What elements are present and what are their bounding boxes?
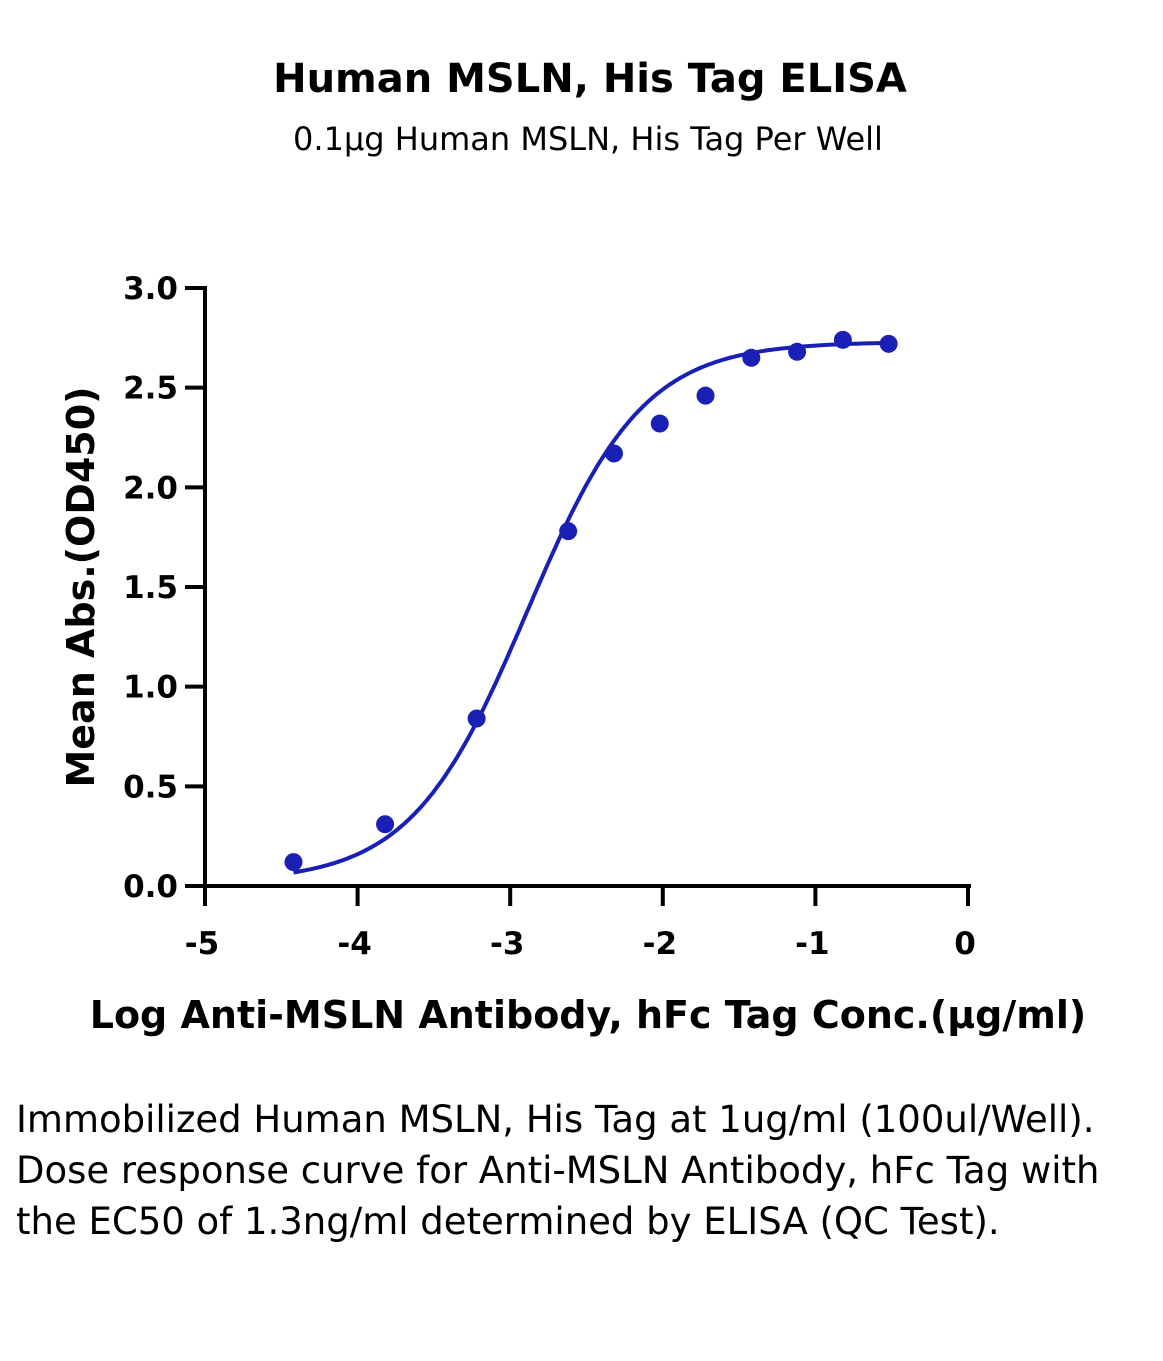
chart-subtitle: 0.1μg Human MSLN, His Tag Per Well (293, 120, 883, 158)
figure-caption: Immobilized Human MSLN, His Tag at 1ug/m… (16, 1098, 1100, 1243)
y-tick-label: 1.5 (123, 570, 178, 606)
x-tick-label: -2 (643, 926, 677, 962)
x-axis-title: Log Anti-MSLN Antibody, hFc Tag Conc.(μg… (90, 993, 1087, 1037)
data-point (650, 414, 669, 433)
data-point (742, 348, 761, 367)
x-tick-label: -4 (337, 926, 371, 962)
data-point (696, 386, 715, 405)
x-tick-label: -3 (490, 926, 524, 962)
y-tick-label: 1.0 (123, 670, 178, 706)
data-point (833, 330, 852, 349)
data-point (788, 342, 807, 361)
data-points (284, 330, 898, 872)
x-tick-label: -1 (795, 926, 829, 962)
y-axis-title: Mean Abs.(OD450) (59, 386, 103, 787)
data-point (879, 334, 898, 353)
y-tick-label: 2.0 (123, 470, 178, 506)
x-ticks: -5 -4 -3 -2 -1 0 (185, 886, 976, 962)
y-ticks: 0.0 0.5 1.0 1.5 2.0 2.5 3.0 (123, 271, 205, 905)
axes: 0.0 0.5 1.0 1.5 2.0 2.5 3.0 -5 -4 -3 -2 -1 0 (123, 271, 976, 962)
fit-curve (293, 340, 889, 875)
data-point (284, 853, 303, 872)
chart-title: Human MSLN, His Tag ELISA (273, 56, 907, 102)
y-tick-label: 3.0 (123, 271, 178, 307)
y-tick-label: 0.5 (123, 769, 178, 805)
y-tick-label: 0.0 (123, 869, 178, 905)
elisa-chart: Human MSLN, His Tag ELISA 0.1μg Human MS… (59, 56, 1087, 1037)
data-point (376, 815, 395, 834)
data-point (604, 444, 623, 463)
y-tick-label: 2.5 (123, 371, 178, 407)
data-point (559, 522, 578, 541)
data-point (467, 709, 486, 728)
x-tick-label: -5 (185, 926, 219, 962)
x-tick-label: 0 (954, 926, 976, 962)
